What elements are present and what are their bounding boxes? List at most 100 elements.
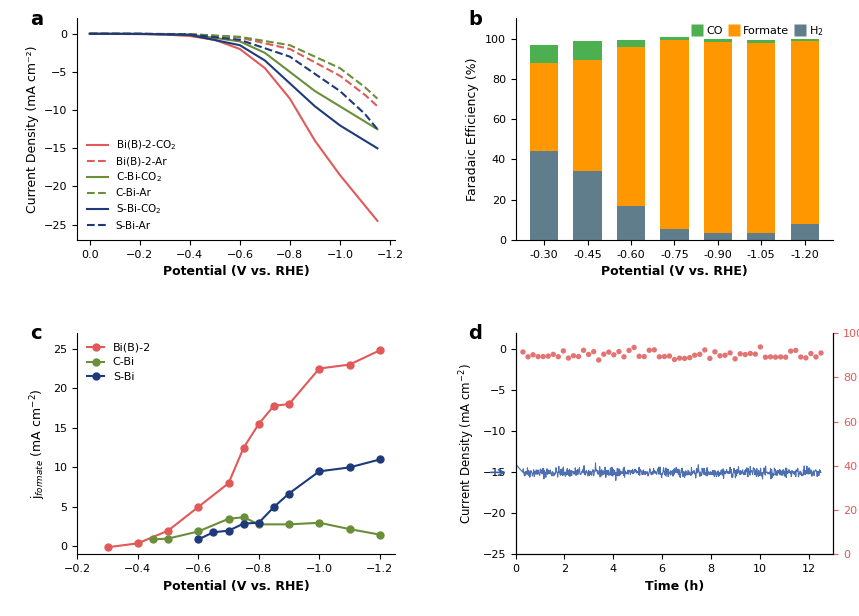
C-Bi — [223, 515, 234, 522]
Point — [804, 349, 818, 359]
Point — [627, 342, 641, 352]
Point — [546, 349, 560, 359]
Line: C-Bi: C-Bi — [149, 514, 383, 543]
Point — [783, 346, 797, 356]
Bar — [617, 39, 645, 47]
Bi(B)-2 — [193, 503, 204, 511]
Bar — [747, 233, 776, 240]
Bar — [530, 152, 558, 240]
Point — [703, 354, 716, 363]
S-Bi — [283, 490, 294, 497]
Point — [673, 353, 686, 363]
Bar — [661, 39, 689, 229]
Bar — [530, 44, 558, 63]
Point — [753, 342, 767, 352]
Point — [617, 352, 631, 362]
Bi(B)-2 — [102, 543, 113, 551]
Bar — [574, 60, 601, 171]
Point — [557, 346, 570, 356]
Point — [607, 350, 621, 360]
Bar — [790, 224, 819, 240]
Point — [728, 354, 742, 364]
Point — [541, 351, 555, 361]
C-Bi — [163, 535, 174, 542]
Bar — [704, 39, 732, 42]
Bar — [617, 206, 645, 240]
C-Bi — [253, 521, 264, 528]
Point — [643, 346, 656, 355]
Point — [521, 352, 535, 362]
Point — [582, 349, 595, 359]
Legend: Bi(B)-2-CO$_2$, Bi(B)-2-Ar, C-Bi-CO$_2$, C-Bi-Ar, S-Bi-CO$_2$, S-Bi-Ar: Bi(B)-2-CO$_2$, Bi(B)-2-Ar, C-Bi-CO$_2$,… — [82, 134, 180, 235]
Bar — [790, 39, 819, 41]
Point — [809, 352, 823, 362]
Line: Bi(B)-2: Bi(B)-2 — [104, 347, 383, 551]
Bar — [704, 42, 732, 233]
Point — [683, 353, 697, 363]
Bar — [661, 36, 689, 39]
Point — [602, 347, 616, 357]
Bi(B)-2 — [223, 479, 234, 487]
Bi(B)-2 — [283, 400, 294, 408]
Point — [612, 347, 626, 357]
X-axis label: Potential (V vs. RHE): Potential (V vs. RHE) — [162, 265, 309, 278]
S-Bi — [193, 536, 204, 543]
Point — [708, 347, 722, 357]
Point — [516, 347, 530, 357]
Bar — [617, 47, 645, 206]
Bar — [747, 39, 776, 43]
Bi(B)-2 — [132, 540, 143, 547]
Point — [789, 346, 802, 355]
Point — [779, 352, 793, 362]
C-Bi — [239, 514, 249, 521]
Point — [667, 355, 681, 365]
Text: a: a — [30, 10, 43, 28]
S-Bi — [314, 468, 325, 475]
Bar — [790, 41, 819, 224]
Bi(B)-2 — [344, 361, 355, 368]
Point — [657, 352, 671, 362]
Point — [567, 351, 581, 360]
Point — [734, 349, 747, 359]
Point — [748, 349, 762, 359]
Point — [794, 352, 807, 362]
Bi(B)-2 — [375, 347, 385, 354]
Point — [688, 351, 702, 360]
Point — [713, 351, 727, 361]
Y-axis label: j$_{formate}$ (mA cm$^{-2}$): j$_{formate}$ (mA cm$^{-2}$) — [28, 388, 48, 499]
Bi(B)-2 — [239, 444, 249, 452]
Bi(B)-2 — [253, 420, 264, 428]
Bi(B)-2 — [314, 365, 325, 372]
Point — [814, 348, 828, 358]
Point — [743, 349, 757, 359]
Point — [571, 352, 585, 362]
Text: c: c — [30, 324, 41, 343]
C-Bi — [375, 531, 385, 538]
S-Bi — [223, 527, 234, 534]
Point — [693, 349, 707, 359]
Point — [632, 351, 646, 361]
Y-axis label: Current Density (mA cm⁻²): Current Density (mA cm⁻²) — [26, 46, 39, 213]
C-Bi — [283, 521, 294, 528]
Point — [723, 348, 737, 358]
Point — [536, 352, 550, 362]
Legend: CO, Formate, H$_2$: CO, Formate, H$_2$ — [687, 20, 828, 43]
Point — [799, 353, 813, 363]
Point — [653, 352, 667, 362]
Text: b: b — [468, 10, 482, 28]
Bar — [747, 43, 776, 233]
S-Bi — [375, 456, 385, 463]
Point — [662, 351, 676, 361]
Y-axis label: Faradaic Efficiency (%): Faradaic Efficiency (%) — [466, 57, 479, 201]
Point — [592, 355, 606, 365]
Point — [551, 352, 565, 362]
Point — [774, 352, 788, 362]
Point — [622, 346, 636, 355]
Point — [637, 352, 651, 362]
Point — [587, 347, 600, 357]
Point — [718, 351, 732, 360]
Point — [597, 349, 611, 359]
Point — [739, 350, 752, 360]
X-axis label: Potential (V vs. RHE): Potential (V vs. RHE) — [162, 580, 309, 593]
Point — [531, 352, 545, 362]
